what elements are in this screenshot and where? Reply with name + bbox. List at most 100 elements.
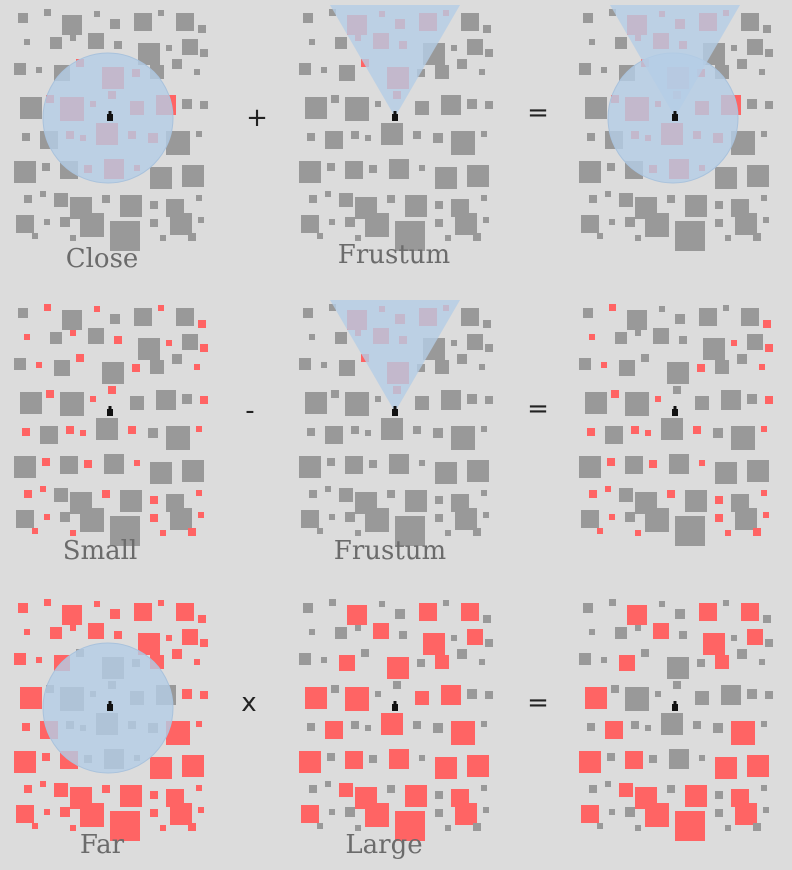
query-frustum	[610, 5, 740, 117]
object	[605, 781, 611, 787]
object	[675, 609, 685, 619]
object	[761, 131, 767, 137]
object	[675, 516, 705, 546]
object	[329, 514, 335, 520]
object	[753, 233, 761, 241]
object	[150, 167, 172, 189]
object-selected	[110, 609, 120, 619]
object-selected	[467, 629, 483, 645]
object	[737, 354, 747, 364]
object-selected	[182, 629, 198, 645]
object	[467, 460, 489, 482]
object	[611, 685, 619, 693]
object-selected	[36, 362, 42, 368]
object	[387, 195, 395, 203]
object	[473, 823, 481, 831]
object	[741, 13, 759, 31]
object	[589, 629, 595, 635]
object	[635, 625, 641, 631]
object	[761, 785, 767, 791]
object	[50, 332, 62, 344]
object	[467, 394, 477, 404]
object	[675, 221, 705, 251]
object	[307, 723, 315, 731]
object-selected	[763, 320, 771, 328]
object	[699, 308, 717, 326]
object	[325, 191, 331, 197]
object-selected	[589, 490, 597, 498]
object	[94, 11, 100, 17]
object-selected	[24, 490, 32, 498]
object	[194, 69, 200, 75]
object	[200, 49, 208, 57]
object	[433, 723, 443, 733]
object	[695, 691, 709, 705]
object	[731, 199, 749, 217]
object	[309, 39, 315, 45]
object	[723, 305, 729, 311]
object-selected	[635, 530, 641, 536]
object	[365, 508, 389, 532]
object-selected	[759, 364, 765, 370]
object	[619, 193, 633, 207]
object-selected	[160, 530, 166, 536]
object	[635, 825, 641, 831]
scene-result-2	[579, 304, 773, 546]
panel-frustum-1	[295, 5, 495, 251]
object-selected	[467, 755, 489, 777]
object	[345, 807, 355, 817]
object	[331, 95, 339, 103]
object	[443, 600, 449, 606]
object	[172, 59, 182, 69]
object	[715, 219, 723, 227]
object-selected	[134, 603, 152, 621]
object	[605, 426, 623, 444]
object-selected	[461, 603, 479, 621]
object-selected	[76, 354, 84, 362]
label-frustum-1: Frustum	[337, 240, 451, 270]
object-selected	[160, 825, 166, 831]
object	[483, 615, 491, 623]
object	[467, 165, 489, 187]
object	[433, 133, 443, 143]
object	[625, 392, 649, 416]
object-selected	[110, 811, 140, 841]
object	[483, 320, 491, 328]
object	[479, 69, 485, 75]
object-selected	[90, 396, 96, 402]
object-selected	[395, 811, 425, 841]
object	[321, 67, 327, 73]
object	[18, 13, 28, 23]
object-selected	[699, 460, 705, 466]
object	[679, 336, 687, 344]
object-selected	[44, 809, 50, 815]
object	[645, 213, 669, 237]
object	[667, 195, 675, 203]
object	[625, 687, 649, 711]
scene-small	[14, 304, 208, 546]
object	[467, 689, 477, 699]
object	[361, 649, 369, 657]
object	[309, 490, 317, 498]
object	[445, 825, 451, 831]
object	[196, 195, 202, 201]
object	[331, 390, 339, 398]
object-selected	[601, 362, 607, 368]
object-selected	[731, 721, 755, 745]
operator-times: x	[241, 688, 257, 718]
object-selected	[325, 721, 343, 739]
object	[679, 631, 687, 639]
object-selected	[347, 605, 367, 625]
object-selected	[50, 627, 62, 639]
object	[765, 691, 773, 699]
object-selected	[735, 803, 757, 825]
object-selected	[305, 687, 327, 709]
object	[451, 635, 457, 641]
object-selected	[138, 633, 160, 655]
object	[579, 358, 591, 370]
object-selected	[128, 426, 136, 434]
object	[325, 131, 343, 149]
object-selected	[172, 649, 182, 659]
object	[601, 657, 607, 663]
object	[40, 426, 58, 444]
